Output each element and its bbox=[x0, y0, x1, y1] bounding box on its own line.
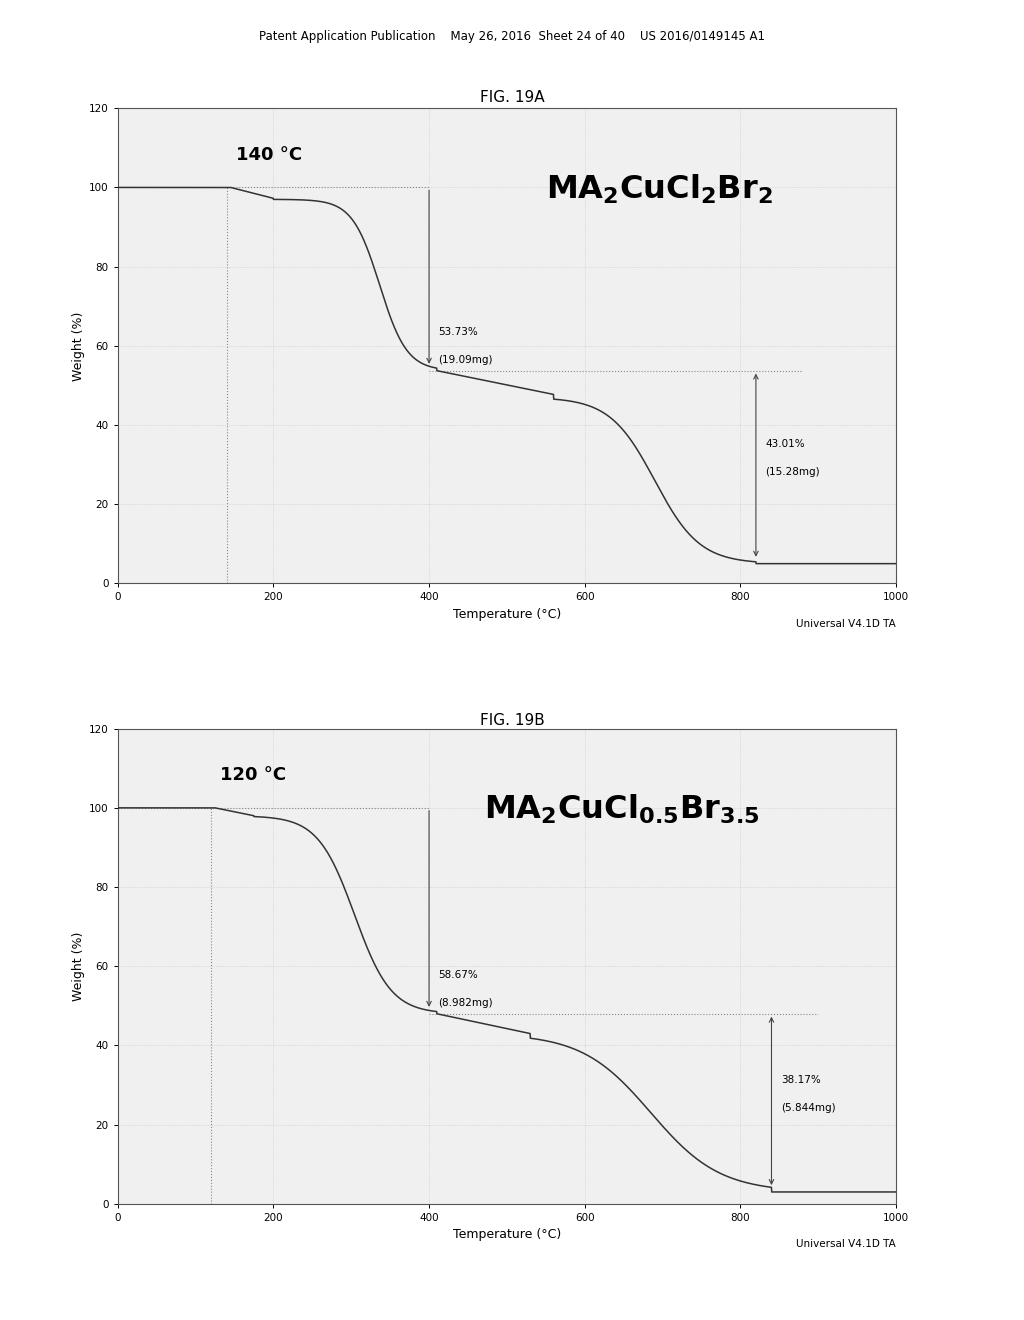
Text: (15.28mg): (15.28mg) bbox=[765, 467, 820, 477]
Text: 58.67%: 58.67% bbox=[438, 970, 478, 981]
Text: (5.844mg): (5.844mg) bbox=[781, 1102, 836, 1113]
Text: 38.17%: 38.17% bbox=[781, 1074, 820, 1085]
Text: 140 °C: 140 °C bbox=[237, 145, 302, 164]
X-axis label: Temperature (°C): Temperature (°C) bbox=[453, 609, 561, 620]
Text: (19.09mg): (19.09mg) bbox=[438, 355, 493, 364]
Text: $\mathbf{MA_2CuCl_{0.5}Br_{3.5}}$: $\mathbf{MA_2CuCl_{0.5}Br_{3.5}}$ bbox=[483, 793, 759, 826]
Text: FIG. 19A: FIG. 19A bbox=[479, 90, 545, 104]
Text: Patent Application Publication    May 26, 2016  Sheet 24 of 40    US 2016/014914: Patent Application Publication May 26, 2… bbox=[259, 30, 765, 44]
Text: (8.982mg): (8.982mg) bbox=[438, 998, 493, 1008]
Text: 53.73%: 53.73% bbox=[438, 327, 478, 337]
Y-axis label: Weight (%): Weight (%) bbox=[72, 932, 85, 1001]
Text: $\mathbf{MA_2CuCl_2Br_2}$: $\mathbf{MA_2CuCl_2Br_2}$ bbox=[546, 173, 773, 206]
Text: 43.01%: 43.01% bbox=[765, 440, 805, 449]
Text: Universal V4.1D TA: Universal V4.1D TA bbox=[797, 619, 896, 630]
Text: 120 °C: 120 °C bbox=[220, 766, 287, 784]
Text: Universal V4.1D TA: Universal V4.1D TA bbox=[797, 1239, 896, 1250]
Y-axis label: Weight (%): Weight (%) bbox=[72, 312, 85, 380]
Text: FIG. 19B: FIG. 19B bbox=[479, 713, 545, 727]
X-axis label: Temperature (°C): Temperature (°C) bbox=[453, 1229, 561, 1241]
